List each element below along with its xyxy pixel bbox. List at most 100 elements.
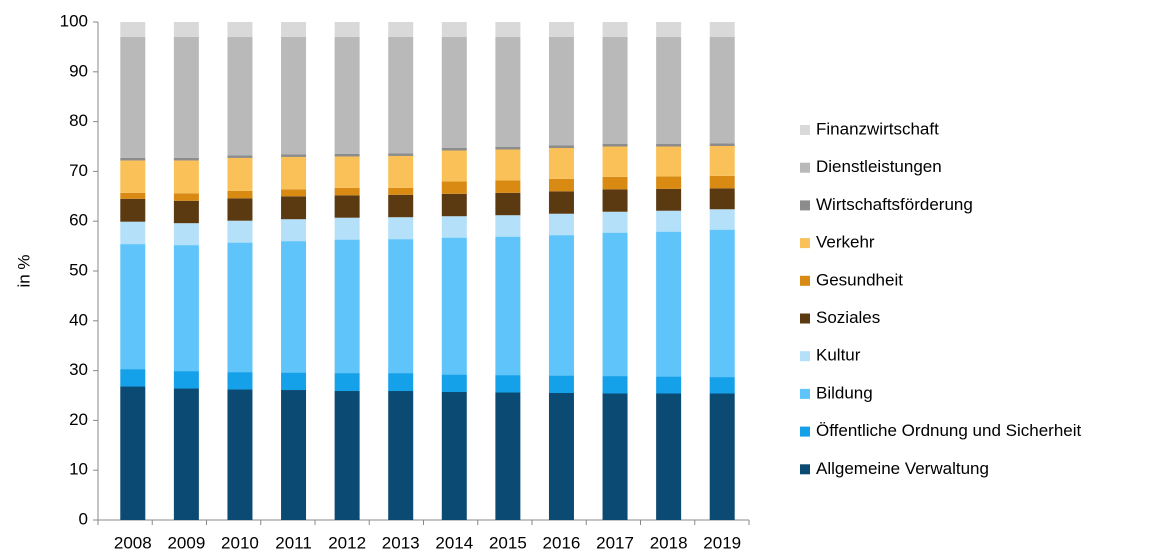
bar-segment — [334, 239, 360, 374]
bar-segment — [388, 187, 414, 195]
bar-segment — [602, 211, 628, 233]
bar-segment — [441, 193, 467, 217]
bar-segment — [709, 377, 735, 394]
bar-segment — [120, 157, 146, 161]
bar-segment — [281, 241, 307, 373]
bar-segment — [495, 236, 521, 376]
bar-segment — [173, 388, 199, 520]
y-tick-label: 50 — [69, 260, 88, 279]
bar-segment — [548, 213, 574, 236]
bar-segment — [173, 157, 199, 161]
legend-swatch — [800, 200, 810, 211]
bar-segment — [441, 150, 467, 182]
y-tick-label: 30 — [69, 360, 88, 379]
bar-segment — [334, 187, 360, 196]
bar-segment — [495, 375, 521, 393]
bar-segment — [173, 36, 199, 158]
bar-segment — [709, 143, 735, 147]
bar-segment — [495, 146, 521, 150]
bar-segment — [495, 22, 521, 37]
legend-swatch — [800, 125, 810, 135]
bar-segment — [709, 188, 735, 210]
bar-segment — [334, 36, 360, 154]
bar-segment — [281, 372, 307, 391]
x-tick-label: 2019 — [703, 533, 741, 552]
bar-segment — [334, 217, 360, 240]
bar-segment — [120, 192, 146, 199]
legend-label: Öffentliche Ordnung und Sicherheit — [816, 421, 1082, 440]
x-tick-label: 2017 — [596, 533, 634, 552]
y-tick-label: 100 — [60, 11, 88, 30]
legend-swatch — [800, 351, 810, 362]
bar-segment — [227, 242, 253, 373]
bar-segment — [495, 36, 521, 147]
bar-segment — [602, 189, 628, 212]
bar-segment — [602, 176, 628, 190]
bar-segment — [709, 209, 735, 230]
bar-segment — [227, 220, 253, 243]
bar-segment — [495, 392, 521, 520]
bar-segment — [656, 22, 682, 37]
bar-segment — [656, 176, 682, 189]
bar-segment — [120, 198, 146, 222]
bar-segment — [120, 36, 146, 158]
bar-segment — [120, 244, 146, 370]
bar-segment — [173, 200, 199, 224]
bar-segment — [495, 215, 521, 237]
legend-swatch — [800, 275, 810, 286]
y-tick-label: 80 — [69, 111, 88, 130]
legend-swatch — [800, 313, 810, 324]
bar-segment — [173, 22, 199, 37]
legend-label: Gesundheit — [816, 270, 903, 289]
bar-segment — [227, 22, 253, 37]
bar-segment — [227, 157, 253, 191]
bar-segment — [656, 188, 682, 211]
bar-segment — [388, 194, 414, 218]
bar-segment — [656, 36, 682, 145]
bar-segment — [120, 221, 146, 245]
bar-segment — [281, 154, 307, 157]
y-tick-label: 0 — [79, 509, 88, 528]
x-tick-label: 2014 — [435, 533, 473, 552]
bar-segment — [709, 36, 735, 144]
bar-segment — [548, 191, 574, 214]
bar-segment — [388, 36, 414, 154]
legend-label: Allgemeine Verwaltung — [816, 459, 989, 478]
bar-segment — [602, 232, 628, 377]
bar-segment — [173, 160, 199, 194]
bar-segment — [281, 156, 307, 190]
bar-segment — [602, 376, 628, 394]
bar-segment — [227, 190, 253, 199]
bar-segment — [334, 156, 360, 188]
x-tick-label: 2015 — [489, 533, 527, 552]
bar-segment — [602, 144, 628, 147]
y-tick-label: 90 — [69, 61, 88, 80]
bar-segment — [548, 36, 574, 146]
bar-segment — [334, 22, 360, 37]
bar-segment — [709, 229, 735, 378]
bar-segment — [602, 146, 628, 177]
y-tick-label: 20 — [69, 410, 88, 429]
bar-segment — [548, 235, 574, 376]
bar-segment — [709, 22, 735, 37]
bar-segment — [495, 192, 521, 216]
legend-swatch — [800, 426, 810, 437]
bar-segment — [388, 239, 414, 374]
bar-segment — [709, 393, 735, 520]
bar-segment — [548, 147, 574, 179]
legend-swatch — [800, 464, 810, 475]
bar-segment — [281, 22, 307, 37]
bar-segment — [441, 237, 467, 375]
bar-segment — [441, 147, 467, 151]
bar-segment — [656, 146, 682, 177]
bar-segment — [388, 373, 414, 392]
bar-segment — [120, 22, 146, 37]
bar-segment — [120, 386, 146, 520]
bar-segment — [334, 153, 360, 157]
bar-segment — [281, 189, 307, 197]
bar-segment — [441, 392, 467, 520]
bar-segment — [602, 22, 628, 37]
bar-segment — [548, 145, 574, 148]
y-axis-label: in % — [14, 254, 33, 287]
legend-label: Wirtschaftsförderung — [816, 195, 973, 214]
